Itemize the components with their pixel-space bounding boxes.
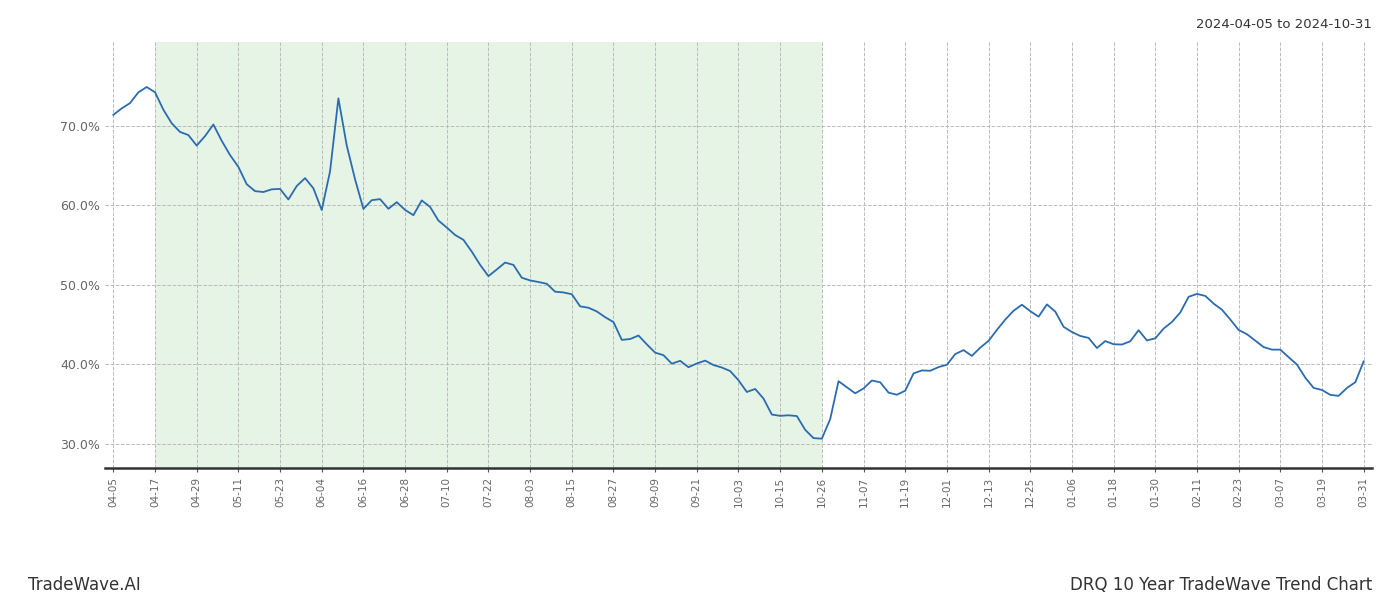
Text: DRQ 10 Year TradeWave Trend Chart: DRQ 10 Year TradeWave Trend Chart — [1070, 576, 1372, 594]
Text: TradeWave.AI: TradeWave.AI — [28, 576, 141, 594]
Bar — [155, 42, 822, 468]
Text: 2024-04-05 to 2024-10-31: 2024-04-05 to 2024-10-31 — [1196, 18, 1372, 31]
